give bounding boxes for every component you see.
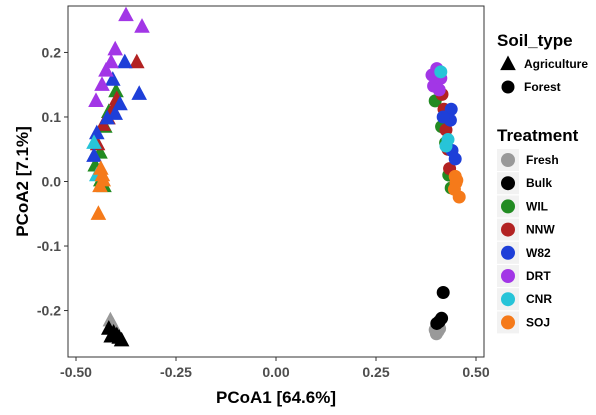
triangle-point-soj bbox=[92, 177, 108, 193]
legend-label: WIL bbox=[526, 199, 548, 213]
triangle-point-w82 bbox=[105, 71, 121, 86]
legend-item-wil: WIL bbox=[497, 195, 548, 218]
y-axis-title: PCoA2 [7.1%] bbox=[13, 126, 32, 237]
legend-label: DRT bbox=[526, 269, 551, 283]
circle-point-soj bbox=[452, 190, 466, 204]
legend-title-soil-type: Soil_type bbox=[497, 31, 573, 50]
triangle-point-drt bbox=[88, 92, 104, 107]
triangle-point-soj bbox=[90, 205, 107, 220]
legend-label: NNW bbox=[526, 223, 555, 237]
x-axis-title: PCoA1 [64.6%] bbox=[216, 388, 336, 407]
y-tick-label: 0.0 bbox=[42, 174, 62, 190]
triangle-point-w82 bbox=[99, 109, 115, 125]
triangle-point-drt bbox=[94, 76, 110, 91]
circle-point-nnw bbox=[439, 123, 453, 137]
triangle-point-w82 bbox=[112, 95, 128, 111]
legend-color-swatch bbox=[501, 269, 515, 283]
triangle-point-bulk bbox=[103, 327, 119, 343]
legend-label: W82 bbox=[526, 246, 551, 260]
y-tick-label: -0.1 bbox=[37, 238, 61, 254]
triangle-point-drt bbox=[107, 40, 123, 56]
legend-item-w82: W82 bbox=[497, 241, 551, 264]
legend-color-swatch bbox=[501, 222, 515, 237]
legend-title-treatment: Treatment bbox=[497, 126, 579, 145]
legend-item-fresh: Fresh bbox=[497, 149, 559, 171]
legend-label: Forest bbox=[524, 80, 561, 94]
legend-item-soj: SOJ bbox=[497, 311, 550, 334]
triangle-point-cnr bbox=[86, 134, 102, 149]
legend-item-bulk: Bulk bbox=[497, 172, 552, 195]
legend-color-swatch bbox=[501, 176, 515, 191]
circle-point-cnr bbox=[434, 65, 448, 79]
x-tick-label: 0.50 bbox=[462, 364, 489, 380]
x-tick-label: 0.00 bbox=[262, 364, 289, 380]
legend-color-swatch bbox=[501, 199, 515, 214]
triangle-point-drt bbox=[118, 6, 134, 22]
y-tick-label: 0.2 bbox=[42, 44, 62, 60]
data-points bbox=[86, 6, 466, 347]
legend-soil-type: Agriculture Forest bbox=[500, 55, 588, 94]
triangle-point-nnw bbox=[129, 53, 145, 69]
legend-color-swatch bbox=[501, 245, 515, 260]
legend-treatment: Fresh Bulk WIL NNW W82 DRT CNR SOJ bbox=[497, 149, 559, 334]
circle-point-soj bbox=[450, 173, 464, 187]
circle-point-bulk bbox=[436, 285, 450, 299]
y-axis-ticks: -0.2 -0.1 0.0 0.1 0.2 bbox=[37, 44, 68, 319]
circle-point-w82 bbox=[444, 102, 458, 116]
legend-label: Fresh bbox=[526, 153, 559, 167]
x-tick-label: 0.25 bbox=[362, 364, 389, 380]
triangle-point-drt bbox=[134, 18, 150, 33]
triangle-point-drt bbox=[98, 62, 114, 77]
legend-color-swatch bbox=[501, 315, 515, 330]
legend-item-drt: DRT bbox=[497, 265, 551, 287]
triangle-legend-key bbox=[500, 55, 516, 71]
legend-color-swatch bbox=[501, 153, 515, 167]
triangle-point-w82 bbox=[86, 147, 102, 162]
triangle-point-soj bbox=[93, 160, 109, 175]
legend-label: SOJ bbox=[526, 315, 550, 329]
y-tick-label: -0.2 bbox=[37, 303, 61, 319]
circle-point-w82 bbox=[448, 152, 462, 166]
circle-point-w82 bbox=[436, 110, 450, 124]
circle-legend-key bbox=[501, 80, 515, 94]
y-tick-label: 0.1 bbox=[42, 109, 62, 125]
x-tick-label: -0.50 bbox=[60, 364, 92, 380]
x-axis-ticks: -0.50 -0.25 0.00 0.25 0.50 bbox=[60, 357, 490, 380]
triangle-point-w82 bbox=[131, 85, 147, 100]
triangle-point-wil bbox=[108, 82, 124, 98]
legend-label: Bulk bbox=[526, 176, 552, 190]
triangle-point-w82 bbox=[89, 124, 105, 140]
x-tick-label: -0.25 bbox=[160, 364, 192, 380]
legend-item-forest: Forest bbox=[501, 80, 561, 94]
triangle-point-w82 bbox=[117, 53, 133, 69]
legend-item-cnr: CNR bbox=[497, 288, 552, 311]
legend-color-swatch bbox=[501, 292, 515, 307]
triangle-point-w82 bbox=[107, 105, 123, 120]
triangle-point-bulk bbox=[113, 331, 130, 347]
circle-point-cnr bbox=[441, 133, 455, 147]
legend-item-nnw: NNW bbox=[497, 218, 555, 241]
legend-item-agriculture: Agriculture bbox=[500, 55, 588, 71]
legend-label: Agriculture bbox=[524, 57, 588, 71]
circle-point-drt bbox=[432, 83, 446, 97]
circle-point-bulk bbox=[430, 316, 444, 330]
legend-label: CNR bbox=[526, 292, 552, 306]
